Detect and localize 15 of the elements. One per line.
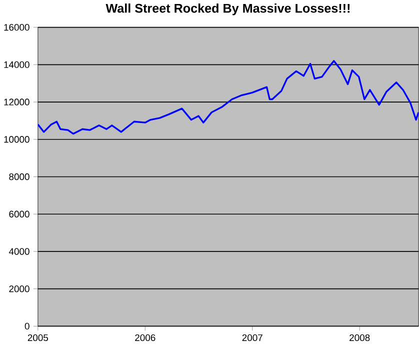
x-tick-label: 2007 (242, 334, 262, 342)
y-tick-label: 8000 (9, 174, 30, 180)
line-series (38, 60, 419, 135)
chart-title: Wall Street Rocked By Massive Losses!!! (106, 4, 350, 16)
y-tick-label: 0 (24, 323, 30, 330)
x-tick-label: 2008 (350, 334, 370, 342)
x-tick-label: 2005 (28, 334, 48, 342)
y-tick-label: 10000 (4, 136, 30, 143)
y-tick-label: 6000 (9, 210, 30, 218)
y-tick-label: 14000 (4, 62, 30, 68)
x-tick-label: 2006 (135, 334, 156, 342)
y-tick-label: 4000 (8, 248, 30, 256)
y-tick-label: 12000 (4, 98, 30, 106)
y-tick-label: 16000 (4, 24, 30, 31)
y-tick-label: 2000 (9, 286, 30, 292)
